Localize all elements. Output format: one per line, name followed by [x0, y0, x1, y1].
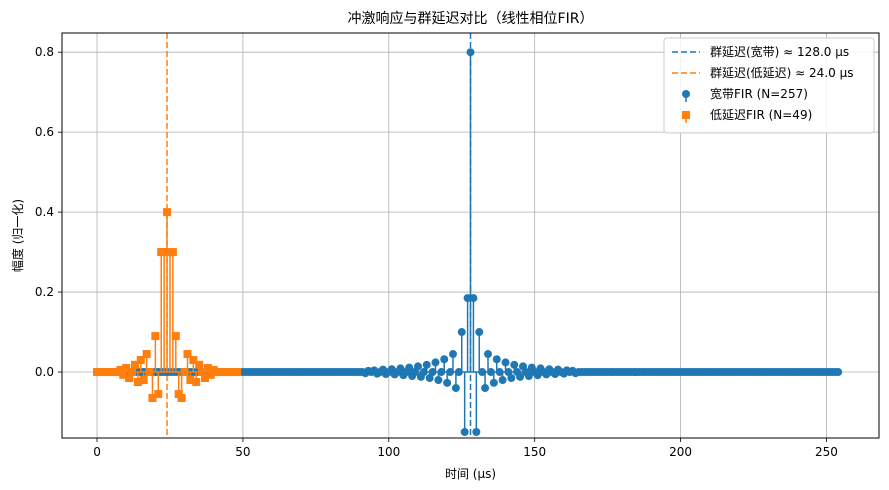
data-point — [446, 368, 455, 377]
data-point — [472, 428, 481, 437]
data-point — [160, 248, 169, 257]
data-point — [425, 374, 434, 383]
data-point — [498, 376, 507, 385]
data-point — [466, 48, 475, 57]
legend-marker — [682, 90, 690, 98]
y-axis-label: 幅度 (归一化) — [10, 199, 25, 272]
data-point — [413, 362, 422, 371]
data-point — [130, 360, 139, 369]
legend: 群延迟(宽带) ≈ 128.0 μs 群延迟(低延迟) ≈ 24.0 μs 宽带FI… — [663, 37, 875, 134]
data-point — [192, 378, 201, 387]
data-point — [475, 328, 484, 337]
data-point — [168, 248, 177, 257]
data-point — [443, 378, 452, 387]
data-point — [460, 428, 469, 437]
data-point — [396, 364, 405, 373]
data-point — [469, 294, 478, 303]
data-point — [145, 368, 154, 377]
data-point — [524, 372, 533, 381]
y-tick-label: 0.8 — [35, 45, 54, 59]
data-point — [448, 350, 457, 359]
data-point — [484, 350, 493, 359]
x-tick-label: 250 — [815, 445, 838, 459]
data-point — [454, 368, 463, 377]
data-point — [119, 370, 128, 379]
data-point — [507, 374, 516, 383]
x-tick-label: 0 — [93, 445, 101, 459]
data-point — [478, 368, 487, 377]
data-point — [504, 368, 513, 377]
y-tick-label: 0.4 — [35, 205, 54, 219]
data-point — [492, 355, 501, 364]
legend-label: 群延迟(宽带) ≈ 128.0 μs — [710, 44, 849, 59]
data-point — [428, 368, 437, 377]
series-1 — [93, 208, 242, 403]
legend-box — [663, 37, 875, 134]
data-point — [457, 328, 466, 337]
data-point — [136, 356, 145, 365]
data-point — [116, 366, 125, 375]
data-point — [195, 360, 204, 369]
x-tick-label: 200 — [669, 445, 692, 459]
data-point — [203, 364, 212, 373]
x-axis-label: 时间 (μs) — [445, 467, 496, 481]
data-point — [171, 332, 180, 341]
data-point — [419, 368, 428, 377]
data-point — [834, 368, 843, 377]
data-point — [189, 356, 198, 365]
data-point — [510, 360, 519, 369]
data-point — [163, 208, 172, 217]
data-point — [122, 364, 131, 373]
data-point — [206, 370, 215, 379]
y-tick-label: 0.2 — [35, 285, 54, 299]
data-point — [177, 394, 186, 403]
data-point — [183, 350, 192, 359]
data-point — [128, 368, 137, 377]
x-tick-label: 150 — [523, 445, 546, 459]
y-tick-label: 0.0 — [35, 365, 54, 379]
legend-marker — [682, 111, 690, 119]
data-point — [405, 363, 414, 372]
legend-label: 低延迟FIR (N=49) — [710, 108, 812, 122]
data-point — [533, 371, 542, 380]
data-point — [139, 376, 148, 385]
data-point — [198, 368, 207, 377]
data-point — [501, 358, 510, 367]
plot-frame — [61, 32, 880, 439]
data-point — [434, 376, 443, 385]
ticks: 0 50 100 150 200 250 0.0 0.2 0.4 0.6 0.8 — [35, 45, 838, 459]
data-point — [437, 368, 446, 377]
data-point — [516, 372, 525, 381]
data-point — [180, 368, 189, 377]
data-point — [481, 384, 490, 393]
y-tick-label: 0.6 — [35, 125, 54, 139]
data-point — [142, 350, 151, 359]
data-point — [422, 360, 431, 369]
data-point — [186, 376, 195, 385]
data-point — [431, 358, 440, 367]
data-point — [125, 374, 134, 383]
data-point — [133, 378, 142, 387]
data-point — [486, 368, 495, 377]
data-point — [463, 294, 472, 303]
data-point — [495, 368, 504, 377]
data-point — [151, 332, 160, 341]
legend-label: 宽带FIR (N=257) — [710, 86, 808, 101]
x-tick-label: 100 — [377, 445, 400, 459]
chart-title: 冲激响应与群延迟对比（线性相位FIR） — [348, 10, 594, 27]
legend-label: 群延迟(低延迟) ≈ 24.0 μs — [710, 66, 853, 80]
data-point — [233, 368, 242, 377]
series — [93, 48, 843, 437]
data-point — [200, 374, 209, 383]
data-point — [489, 378, 498, 387]
data-point — [451, 384, 460, 393]
data-point — [154, 390, 163, 399]
x-tick-label: 50 — [235, 445, 250, 459]
data-point — [440, 355, 449, 364]
data-point — [148, 394, 157, 403]
